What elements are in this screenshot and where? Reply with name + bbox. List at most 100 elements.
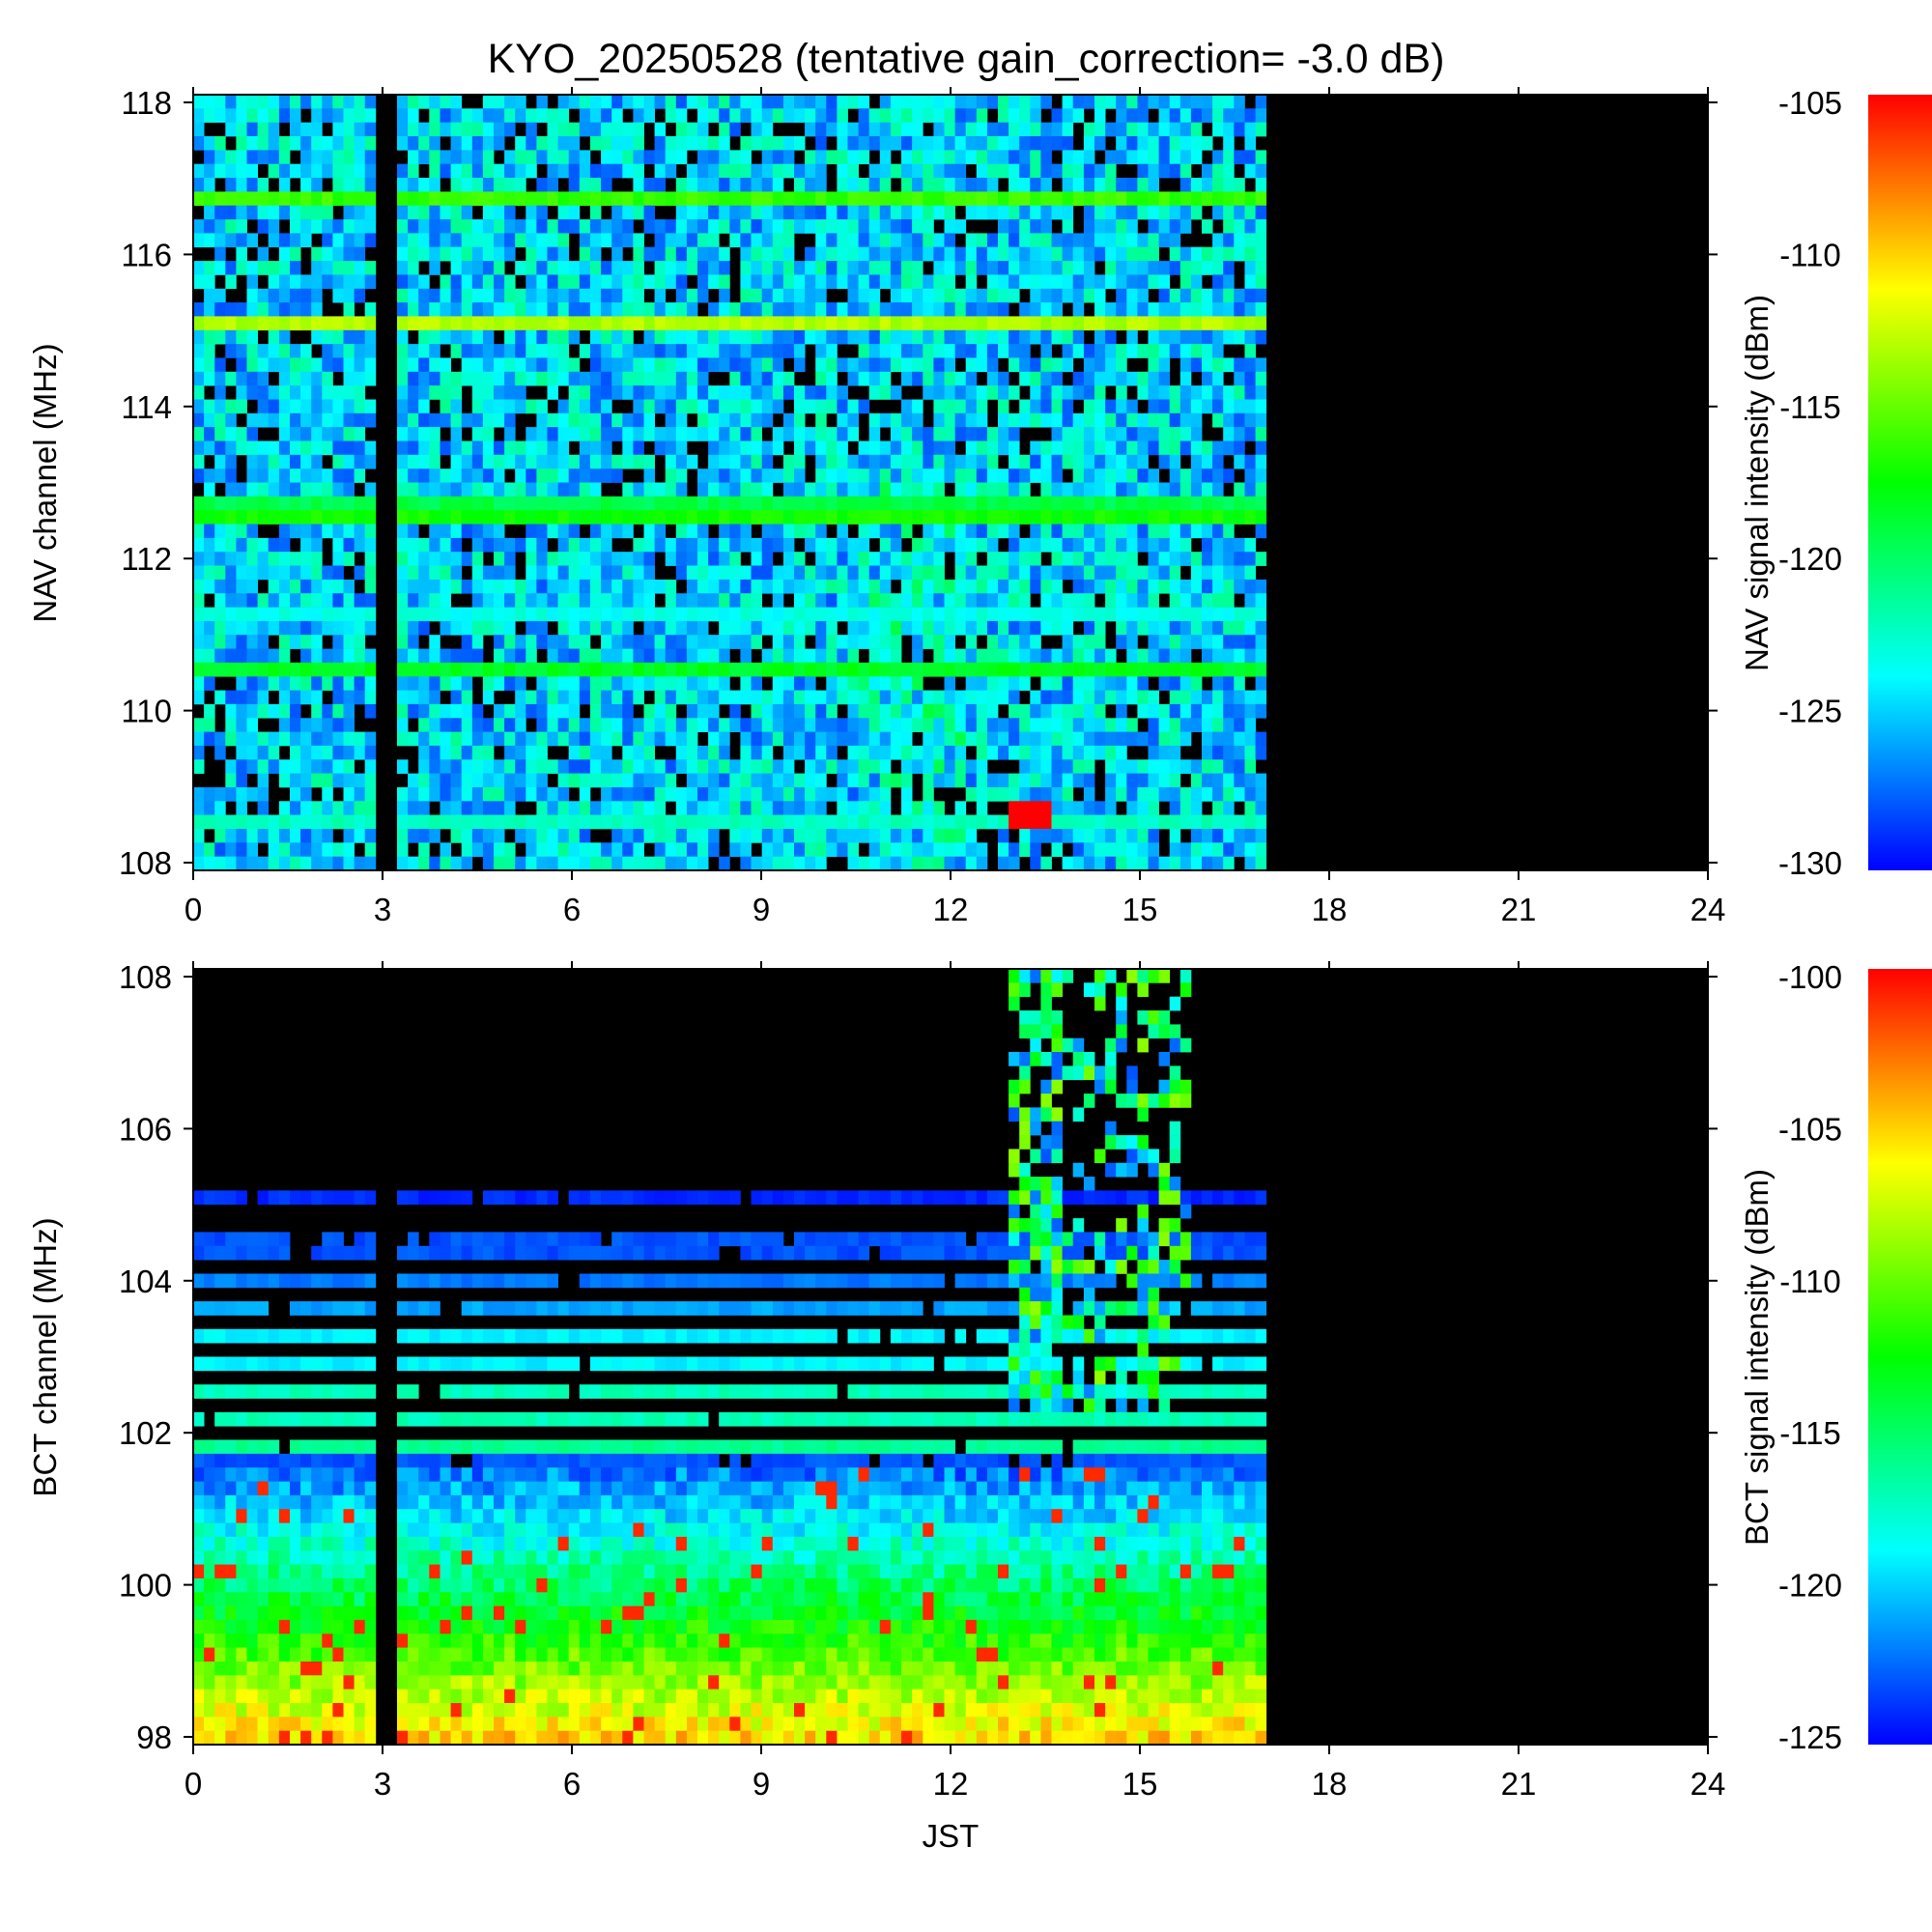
heatmap-cell bbox=[1179, 801, 1192, 815]
heatmap-cell bbox=[986, 537, 999, 553]
heatmap-cell bbox=[1255, 648, 1267, 664]
heatmap-cell bbox=[1255, 635, 1267, 649]
heatmap-cell bbox=[311, 731, 323, 747]
heatmap-cell bbox=[675, 745, 688, 760]
heatmap-cell bbox=[1009, 440, 1020, 456]
heatmap-cell bbox=[1212, 842, 1224, 857]
heatmap-cell bbox=[1223, 537, 1235, 553]
heatmap-cell bbox=[440, 842, 451, 857]
heatmap-cell bbox=[654, 302, 667, 317]
heatmap-cell bbox=[1158, 524, 1171, 539]
heatmap-cell bbox=[322, 620, 333, 636]
heatmap-cell bbox=[965, 440, 978, 456]
heatmap-cell bbox=[450, 399, 463, 414]
heatmap-cell bbox=[471, 150, 484, 165]
heatmap-cell bbox=[504, 316, 516, 331]
heatmap-cell bbox=[504, 773, 516, 788]
heatmap-cell bbox=[901, 95, 913, 109]
heatmap-cell bbox=[1019, 593, 1031, 608]
heatmap-cell bbox=[890, 856, 902, 871]
heatmap-cell bbox=[300, 718, 312, 732]
heatmap-cell bbox=[1212, 814, 1224, 830]
heatmap-cell bbox=[311, 745, 323, 760]
heatmap-cell bbox=[622, 773, 634, 788]
heatmap-cell bbox=[1094, 454, 1106, 469]
heatmap-cell bbox=[1212, 552, 1224, 566]
heatmap-cell bbox=[794, 385, 806, 400]
heatmap-cell bbox=[408, 219, 419, 234]
heatmap-cell bbox=[826, 620, 838, 636]
heatmap-cell bbox=[933, 122, 945, 137]
heatmap-cell bbox=[461, 496, 473, 511]
heatmap-cell bbox=[461, 759, 473, 774]
heatmap-cell bbox=[418, 469, 430, 483]
heatmap-cell bbox=[1244, 163, 1256, 179]
heatmap-cell bbox=[622, 344, 634, 358]
heatmap-cell bbox=[290, 801, 301, 815]
heatmap-cell bbox=[589, 773, 602, 788]
heatmap-cell bbox=[708, 150, 720, 165]
heatmap-cell bbox=[1051, 316, 1063, 331]
heatmap-cell bbox=[1202, 829, 1213, 843]
heatmap-cell bbox=[536, 787, 548, 802]
heatmap-cell bbox=[826, 648, 838, 664]
heatmap-cell bbox=[568, 662, 581, 677]
heatmap-cell bbox=[332, 357, 344, 373]
heatmap-cell bbox=[923, 344, 934, 358]
heatmap-cell bbox=[1202, 620, 1213, 636]
heatmap-cell bbox=[471, 427, 484, 441]
heatmap-cell bbox=[868, 829, 881, 843]
heatmap-cell bbox=[782, 662, 795, 677]
heatmap-cell bbox=[1105, 219, 1117, 234]
heatmap-cell bbox=[322, 108, 333, 123]
heatmap-cell bbox=[1158, 773, 1171, 788]
heatmap-cell bbox=[300, 427, 312, 441]
heatmap-cell bbox=[826, 607, 838, 622]
heatmap-cell bbox=[193, 690, 205, 705]
heatmap-cell bbox=[268, 454, 280, 469]
heatmap-cell bbox=[772, 842, 784, 857]
heatmap-cell bbox=[397, 95, 409, 109]
heatmap-cell bbox=[429, 593, 440, 608]
heatmap-cell bbox=[998, 662, 1009, 677]
heatmap-cell bbox=[1051, 510, 1063, 525]
heatmap-cell bbox=[772, 731, 784, 747]
heatmap-cell bbox=[547, 510, 558, 525]
heatmap-cell bbox=[278, 856, 291, 871]
heatmap-cell bbox=[397, 537, 409, 553]
heatmap-cell bbox=[1202, 108, 1213, 123]
heatmap-cell bbox=[300, 178, 312, 192]
heatmap-cell bbox=[643, 731, 655, 747]
heatmap-cell bbox=[643, 108, 655, 123]
heatmap-cell bbox=[343, 510, 355, 525]
heatmap-cell bbox=[332, 412, 344, 428]
heatmap-cell bbox=[1030, 1010, 1041, 1025]
heatmap-cell bbox=[740, 302, 752, 317]
heatmap-cell bbox=[944, 302, 955, 317]
heatmap-cell bbox=[761, 329, 774, 345]
heatmap-cell bbox=[322, 399, 333, 414]
heatmap-cell bbox=[547, 412, 558, 428]
heatmap-cell bbox=[1137, 469, 1149, 483]
heatmap-cell bbox=[1137, 662, 1149, 677]
heatmap-cell bbox=[482, 399, 495, 414]
heatmap-cell bbox=[1030, 703, 1041, 719]
heatmap-cell bbox=[751, 703, 762, 719]
heatmap-cell bbox=[761, 856, 774, 871]
heatmap-cell bbox=[1223, 191, 1235, 207]
heatmap-cell bbox=[225, 205, 237, 220]
heatmap-cell bbox=[912, 579, 923, 594]
heatmap-cell bbox=[1223, 163, 1235, 179]
heatmap-cell bbox=[761, 371, 774, 386]
heatmap-cell bbox=[1169, 814, 1181, 830]
heatmap-cell bbox=[772, 344, 784, 358]
heatmap-cell bbox=[998, 108, 1009, 123]
heatmap-cell bbox=[471, 316, 484, 331]
heatmap-cell bbox=[547, 565, 558, 581]
heatmap-cell bbox=[697, 150, 709, 165]
heatmap-cell bbox=[965, 344, 978, 358]
heatmap-cell bbox=[837, 95, 848, 109]
heatmap-cell bbox=[1137, 703, 1149, 719]
heatmap-cell bbox=[643, 565, 655, 581]
heatmap-cell bbox=[601, 648, 612, 664]
